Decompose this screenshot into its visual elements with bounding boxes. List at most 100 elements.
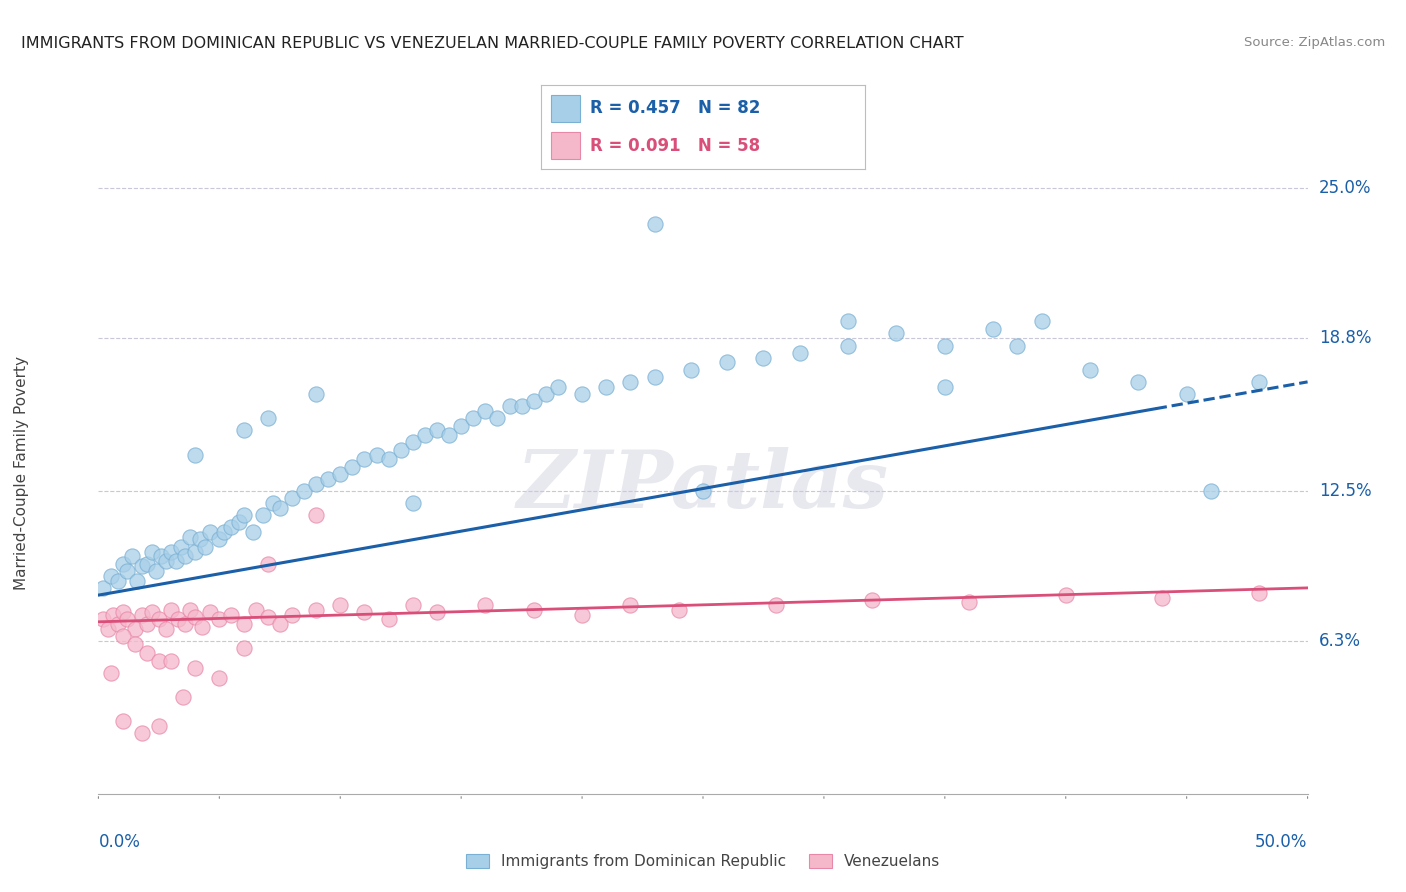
Point	[191, 620, 214, 634]
Point	[256, 557, 278, 571]
Point	[534, 387, 557, 401]
Point	[377, 612, 399, 626]
Point	[692, 483, 714, 498]
Point	[377, 452, 399, 467]
Point	[595, 380, 617, 394]
Point	[91, 612, 114, 626]
Point	[353, 452, 375, 467]
Point	[523, 603, 546, 617]
Point	[305, 603, 328, 617]
Point	[523, 394, 546, 409]
Point	[619, 375, 641, 389]
Point	[1031, 314, 1053, 328]
Point	[91, 581, 114, 595]
Point	[131, 559, 153, 574]
Text: 0.0%: 0.0%	[98, 833, 141, 851]
Point	[486, 411, 509, 425]
Point	[208, 533, 231, 547]
Point	[437, 428, 460, 442]
Point	[752, 351, 775, 365]
Point	[100, 665, 122, 680]
Point	[305, 508, 328, 523]
Text: IMMIGRANTS FROM DOMINICAN REPUBLIC VS VENEZUELAN MARRIED-COUPLE FAMILY POVERTY C: IMMIGRANTS FROM DOMINICAN REPUBLIC VS VE…	[21, 36, 963, 51]
Point	[426, 423, 449, 437]
Point	[117, 564, 139, 578]
Point	[155, 554, 177, 568]
Point	[198, 605, 221, 619]
Point	[232, 423, 254, 437]
Point	[121, 549, 143, 564]
Point	[212, 525, 235, 540]
Point	[644, 218, 666, 232]
Point	[957, 595, 980, 609]
Point	[172, 690, 194, 704]
Point	[169, 540, 191, 554]
Point	[174, 617, 197, 632]
Point	[1078, 363, 1101, 377]
Point	[789, 346, 811, 360]
Text: 18.8%: 18.8%	[1319, 329, 1371, 347]
Point	[1199, 483, 1222, 498]
Point	[179, 530, 201, 544]
Point	[228, 516, 250, 530]
Point	[184, 610, 207, 624]
Point	[498, 399, 520, 413]
Point	[184, 544, 207, 558]
Point	[148, 612, 170, 626]
Point	[281, 491, 304, 506]
Point	[111, 557, 134, 571]
Point	[148, 719, 170, 733]
Point	[148, 654, 170, 668]
Point	[1249, 375, 1271, 389]
Point	[934, 338, 956, 352]
Point	[837, 314, 859, 328]
Point	[188, 533, 211, 547]
Point	[366, 448, 388, 462]
Point	[100, 568, 122, 582]
Point	[860, 593, 883, 607]
Point	[262, 496, 284, 510]
Point	[679, 363, 702, 377]
Point	[571, 387, 593, 401]
Point	[221, 520, 243, 534]
Point	[135, 617, 157, 632]
Point	[232, 508, 254, 523]
Point	[111, 714, 134, 728]
Point	[101, 607, 124, 622]
Text: R = 0.091   N = 58: R = 0.091 N = 58	[591, 136, 759, 154]
Point	[198, 525, 221, 540]
Point	[145, 564, 167, 578]
Text: ZIPatlas: ZIPatlas	[517, 447, 889, 524]
Point	[413, 428, 436, 442]
Point	[124, 637, 146, 651]
Point	[402, 598, 425, 612]
Point	[292, 483, 315, 498]
Point	[474, 404, 496, 418]
Point	[165, 554, 187, 568]
Point	[1175, 387, 1198, 401]
Point	[167, 612, 190, 626]
Point	[450, 418, 472, 433]
Text: Married-Couple Family Poverty: Married-Couple Family Poverty	[14, 356, 28, 590]
Point	[571, 607, 593, 622]
Point	[179, 603, 201, 617]
Point	[342, 459, 364, 474]
Point	[281, 607, 304, 622]
Point	[463, 411, 485, 425]
Point	[131, 607, 153, 622]
Point	[474, 598, 496, 612]
Point	[837, 338, 859, 352]
Point	[111, 605, 134, 619]
Point	[1007, 338, 1029, 352]
Point	[329, 598, 352, 612]
Point	[117, 612, 139, 626]
Point	[97, 622, 120, 636]
Point	[160, 544, 183, 558]
Point	[107, 574, 129, 588]
Point	[1152, 591, 1174, 605]
Point	[269, 617, 291, 632]
Point	[174, 549, 197, 564]
Point	[353, 605, 375, 619]
Point	[208, 612, 231, 626]
Point	[232, 641, 254, 656]
